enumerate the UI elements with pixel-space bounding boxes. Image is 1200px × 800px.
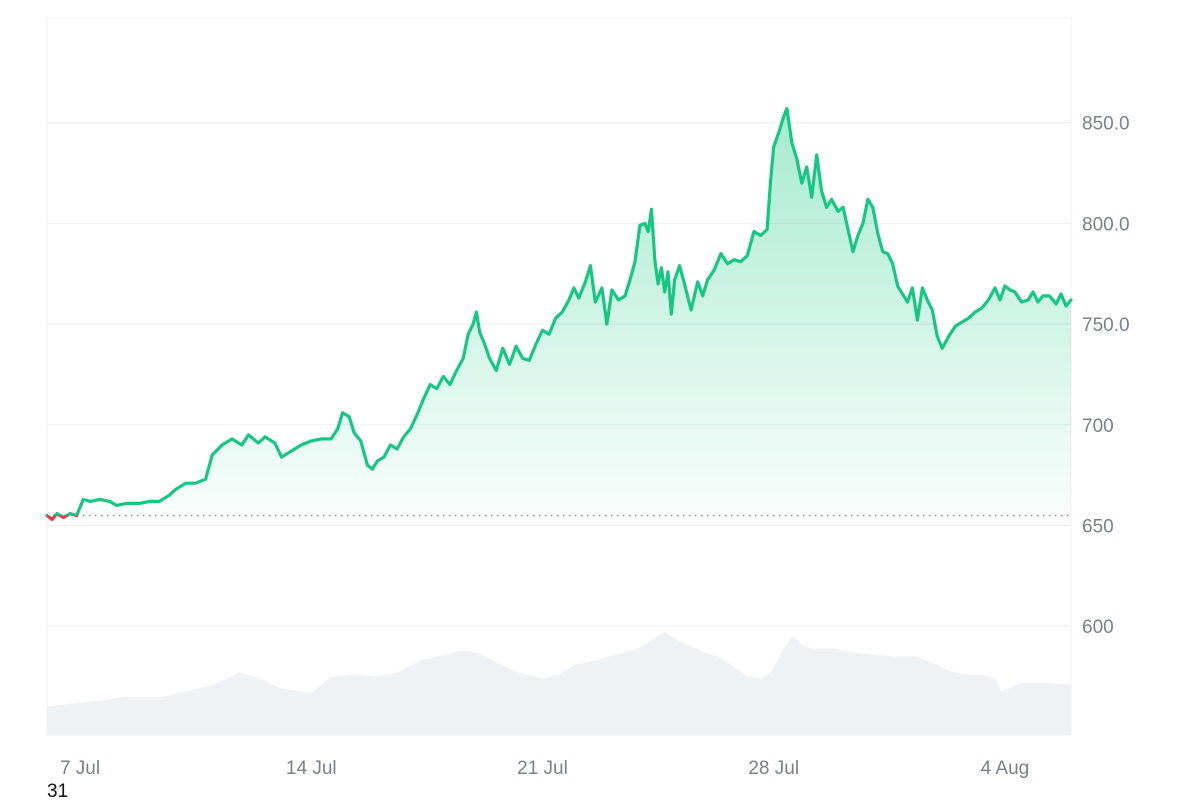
volume-area [47,632,1071,735]
y-tick-label-700: 700 [1082,416,1114,437]
volume-layer [47,632,1071,735]
price-area-fill [47,108,1071,516]
x-axis: 7 Jul 14 Jul 21 Jul 28 Jul 4 Aug [60,758,1029,779]
price-line-layer [45,107,1073,522]
price-line-up [45,107,1073,516]
y-tick-label-650: 650 [1082,517,1114,538]
x-tick-label-14-jul: 14 Jul [286,758,337,779]
y-tick-label-750: 750.0 [1082,315,1130,336]
bottom-left-label: 31 [47,781,68,800]
x-tick-label-21-jul: 21 Jul [517,758,568,779]
y-tick-label-850: 850.0 [1082,114,1130,135]
x-tick-label-4-aug: 4 Aug [981,758,1030,779]
y-tick-label-800: 800.0 [1082,214,1130,235]
y-axis: 850.0 800.0 750.0 700 650 600 [1082,114,1130,639]
price-area-layer [47,108,1071,516]
x-tick-label-28-jul: 28 Jul [748,758,799,779]
y-tick-label-600: 600 [1082,617,1114,638]
x-tick-label-7-jul: 7 Jul [60,758,100,779]
